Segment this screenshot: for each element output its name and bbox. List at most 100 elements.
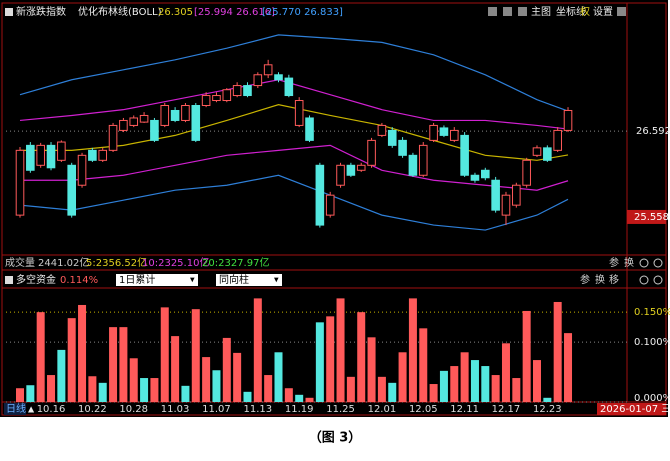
settings-button[interactable]: 设置 [593,6,613,18]
bar [109,327,118,402]
candle-body [501,194,511,216]
candle-body [532,147,542,156]
bar [336,298,345,402]
candle-body [108,124,118,151]
candle-body [429,124,438,141]
candle-body [129,117,139,126]
candle-body [377,124,387,136]
menu-icon[interactable] [5,276,13,284]
candle-body [418,144,428,176]
bar [16,388,24,402]
move-button[interactable]: 移 [609,273,619,286]
x-tick-label: 12.05 [409,404,438,415]
period-label[interactable]: 日线 [6,402,26,415]
boll-mid: 26.305 [158,7,193,18]
band-line [19,34,569,112]
bar [284,388,293,402]
period-arrow[interactable]: ▲ [28,405,35,414]
bar [181,385,190,402]
band-line [19,174,569,231]
bar [481,366,490,402]
candle-body [57,141,66,161]
candle-body [170,109,180,121]
candle-body [222,89,232,102]
switch-button[interactable]: 换 [624,256,634,269]
add-button[interactable] [488,7,497,16]
menu-icon[interactable] [5,8,13,16]
candle-body [46,144,56,169]
dropdown-arrow[interactable]: ▼ [190,277,195,284]
bar [264,375,273,402]
bar [326,316,335,402]
param-button[interactable]: 参 [580,273,590,286]
bar [140,378,149,402]
x-tick-label: 10.28 [119,404,148,415]
param-button[interactable]: 参 [609,256,619,269]
candle-body [553,129,562,151]
candle-body [336,164,345,186]
bar [202,357,211,402]
bar [36,312,45,402]
period-box[interactable] [4,403,26,415]
bar [543,397,552,402]
volume-ma20: 20:2327.97亿 [202,256,269,269]
bar [388,382,397,402]
sub-title: 多空资金 [16,273,56,286]
candle-body [253,74,263,87]
period-select[interactable] [116,274,198,286]
x-tick-label: 12.11 [450,404,479,415]
candle-body [512,184,521,206]
zoom-in[interactable] [653,258,663,268]
candle-body [212,95,221,102]
candle-body [315,164,325,226]
zoom-out[interactable] [639,275,649,285]
candle-body [491,179,500,211]
close-button[interactable] [518,7,527,16]
boll-outer: [25.770 26.833] [262,7,343,18]
zoom-in[interactable] [653,275,663,285]
axis-button[interactable]: 坐标线 [556,5,586,18]
candle-body [470,174,480,181]
bar [119,327,128,402]
bar [553,301,562,402]
dropdown-arrow[interactable]: ▼ [274,277,279,284]
bar [357,312,366,402]
bar [501,343,510,402]
bar [98,382,107,402]
volume-label: 成交量 [5,256,35,269]
bar [243,391,252,402]
bar [346,376,355,402]
candle-body [398,139,407,156]
volume-total: 2441.02亿 [38,256,89,269]
bar [533,360,541,402]
bar [295,394,304,402]
zoom-out[interactable] [639,258,649,268]
candle-body [449,129,459,141]
candle-body [67,164,77,216]
bar [233,352,242,402]
mode-select-text[interactable]: 同向柱 [219,273,249,286]
candle-body [481,169,490,179]
candle-body [274,74,283,81]
x-tick-label: 11.03 [161,404,190,415]
minus-button[interactable] [503,7,512,16]
y-tick-label: 0.100% [634,337,670,348]
candle-body [232,85,242,97]
rights-button[interactable]: 权 [580,5,590,18]
y-tick-label: 25.558 [634,212,669,223]
bar [150,378,159,402]
switch-button[interactable]: 换 [595,273,605,286]
mode-select[interactable] [216,274,282,286]
volume-ma5: 5:2356.52亿 [86,256,147,269]
bar [47,375,56,402]
bar [398,352,407,402]
candle-body [243,85,252,97]
period-select-text[interactable]: 1日累计 [119,273,155,286]
main-button[interactable]: 主图 [531,6,551,18]
x-tick-label: 11.13 [243,404,272,415]
candle-body [150,119,159,141]
candle-body [139,114,149,123]
help-button[interactable] [617,7,626,16]
band-line [19,79,569,130]
candle-body [36,144,45,166]
